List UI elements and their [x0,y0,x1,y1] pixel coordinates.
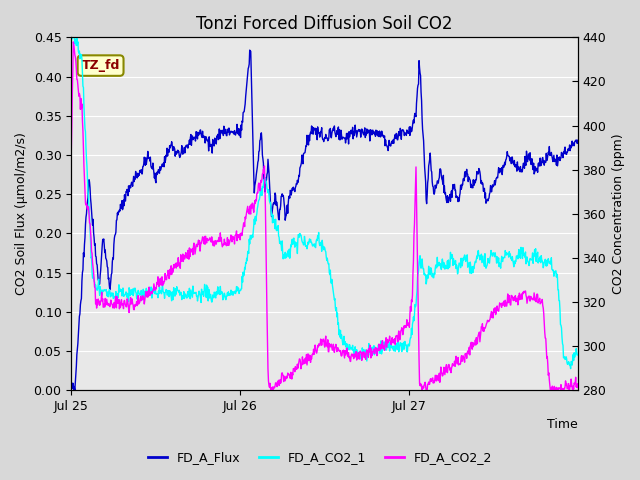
FD_A_CO2_2 [416,383,424,388]
FD_A_Flux [291,185,299,191]
FD_A_CO2_1 [574,352,582,358]
FD_A_CO2_2 [472,335,480,340]
FD_A_CO2_1 [463,257,470,263]
FD_A_CO2_2 [67,150,75,156]
FD_A_Flux [120,197,127,203]
FD_A_CO2_1 [472,260,479,265]
FD_A_CO2_2 [267,387,275,393]
FD_A_Flux [574,137,582,143]
FD_A_CO2_2 [574,381,582,387]
FD_A_CO2_1 [567,366,575,372]
Line: FD_A_Flux: FD_A_Flux [71,50,578,390]
FD_A_CO2_1 [67,33,75,38]
FD_A_CO2_2 [273,384,281,390]
FD_A_CO2_1 [416,256,424,262]
Line: FD_A_CO2_2: FD_A_CO2_2 [71,42,578,390]
FD_A_CO2_2 [291,364,299,370]
X-axis label: Time: Time [547,419,578,432]
FD_A_CO2_1 [120,293,127,299]
Title: Tonzi Forced Diffusion Soil CO2: Tonzi Forced Diffusion Soil CO2 [196,15,452,33]
Legend: FD_A_Flux, FD_A_CO2_1, FD_A_CO2_2: FD_A_Flux, FD_A_CO2_1, FD_A_CO2_2 [143,446,497,469]
FD_A_CO2_1 [68,32,76,37]
FD_A_CO2_2 [70,39,77,45]
FD_A_Flux [67,382,75,387]
FD_A_Flux [472,177,480,182]
FD_A_Flux [70,387,77,393]
FD_A_Flux [246,47,253,53]
Y-axis label: CO2 Soil Flux (μmol/m2/s): CO2 Soil Flux (μmol/m2/s) [15,132,28,295]
FD_A_Flux [416,70,424,76]
FD_A_CO2_1 [291,244,299,250]
FD_A_CO2_2 [463,350,471,356]
FD_A_Flux [273,201,281,207]
FD_A_CO2_2 [120,306,127,312]
FD_A_Flux [463,170,471,176]
Line: FD_A_CO2_1: FD_A_CO2_1 [71,35,578,369]
Text: TZ_fd: TZ_fd [81,59,120,72]
Y-axis label: CO2 Concentration (ppm): CO2 Concentration (ppm) [612,133,625,294]
FD_A_CO2_1 [273,228,280,234]
